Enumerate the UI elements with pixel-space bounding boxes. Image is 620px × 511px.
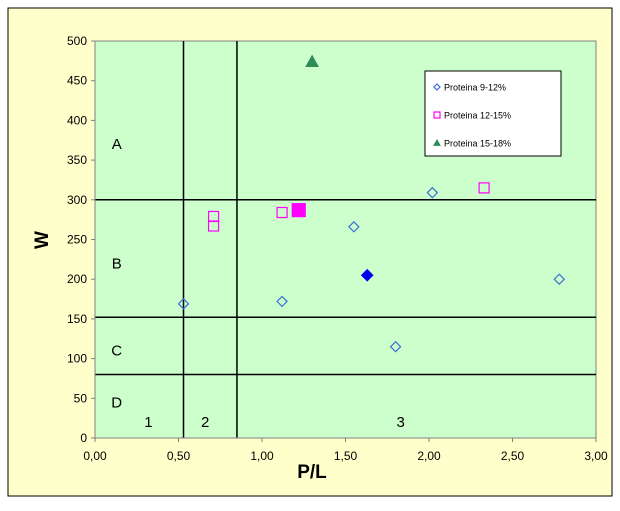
axes: 0 50 100 150 200 250 300 350 400 450 500 0,00 0,50 1,…: [67, 34, 608, 463]
data-point: [360, 268, 374, 282]
data-point: [553, 273, 566, 286]
y-tick-label: 250: [67, 233, 87, 247]
region-label: 1: [144, 414, 152, 431]
y-tick-label: 200: [67, 272, 87, 286]
y-tick-label: 150: [67, 312, 87, 326]
reference-lines: [95, 41, 596, 438]
x-tick-label: 0,00: [83, 449, 107, 463]
y-tick-label: 50: [74, 391, 88, 405]
x-tick-label: 1,50: [334, 449, 358, 463]
data-point: [478, 182, 490, 194]
x-axis-title: P/L: [297, 462, 327, 483]
data-point: [305, 54, 319, 67]
x-tick-label: 2,50: [501, 449, 525, 463]
data-point: [348, 220, 360, 233]
data-points: [177, 54, 566, 353]
y-tick-label: 100: [67, 352, 87, 366]
y-tick-label: 300: [67, 193, 87, 207]
y-tick-label: 350: [67, 153, 87, 167]
data-point: [276, 295, 288, 308]
data-point: [426, 186, 439, 199]
x-tick-label: 1,00: [250, 449, 274, 463]
legend-label: Proteina 12-15%: [444, 111, 511, 121]
data-point: [207, 220, 220, 232]
legend-marker: [433, 138, 441, 146]
region-label: 2: [201, 414, 209, 431]
y-tick-label: 400: [67, 113, 87, 127]
legend-marker: [433, 111, 441, 119]
y-axis-title: W: [32, 231, 53, 249]
region-label: B: [112, 255, 122, 272]
legend-label: Proteina 9-12%: [444, 83, 506, 93]
region-label: 3: [396, 414, 404, 431]
region-label: C: [111, 343, 122, 360]
region-labels: A B C D 1 2 3: [111, 136, 404, 431]
legend-box: [424, 70, 562, 157]
legend: Proteina 9-12% Proteina 12-15% Proteina 15…: [424, 70, 562, 157]
legend-marker: [433, 83, 441, 91]
data-point: [177, 297, 190, 310]
x-tick-label: 3,00: [584, 449, 608, 463]
data-point: [389, 340, 402, 353]
data-point: [276, 206, 288, 219]
x-tick-label: 0,50: [167, 449, 191, 463]
region-label: A: [112, 136, 122, 153]
x-tick-label: 2,00: [417, 449, 441, 463]
y-tick-label: 0: [80, 431, 87, 445]
region-label: D: [111, 394, 122, 411]
y-tick-label: 500: [67, 34, 87, 48]
data-point: [291, 203, 306, 218]
y-tick-label: 450: [67, 74, 87, 88]
legend-label: Proteina 15-18%: [444, 139, 511, 149]
